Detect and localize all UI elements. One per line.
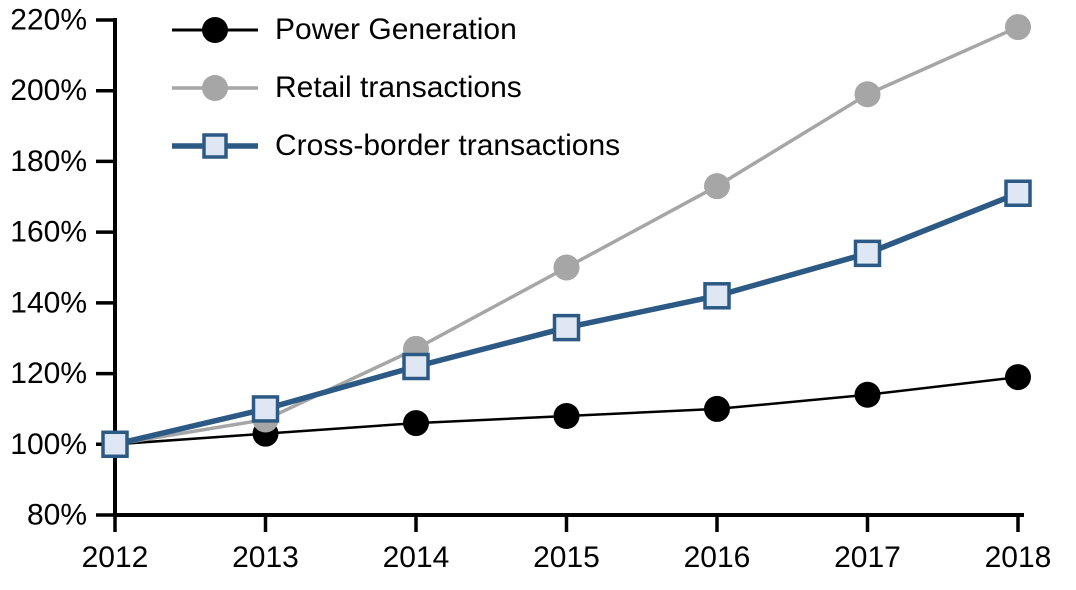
legend-label: Power Generation	[275, 13, 517, 46]
legend-label: Retail transactions	[275, 71, 522, 104]
retail-transactions-marker	[553, 254, 580, 281]
cross-border-transactions-legend-marker	[202, 133, 228, 159]
legend-item-power-generation: Power Generation	[162, 1, 620, 59]
cross-border-transactions-marker	[101, 430, 129, 459]
cross-border-transactions-marker	[853, 239, 882, 268]
power-generation-marker	[1005, 364, 1031, 391]
retail-transactions-marker	[1005, 14, 1031, 41]
power-generation-marker	[403, 410, 429, 437]
x-tick-label: 2014	[383, 541, 450, 574]
x-tick-label: 2017	[834, 541, 901, 574]
legend-item-cross-border-transactions: Cross-border transactions	[162, 117, 620, 175]
legend-marker-power-generation-icon	[172, 17, 258, 43]
y-tick-label: 140%	[10, 286, 87, 319]
chart-legend: Power Generation Retail transactions Cro…	[162, 1, 620, 175]
retail-transactions-marker	[704, 173, 730, 200]
power-generation-marker	[854, 381, 881, 408]
x-tick-label: 2015	[533, 541, 600, 574]
cross-border-transactions-marker	[251, 395, 280, 423]
legend-marker-retail-transactions-icon	[172, 75, 258, 101]
retail-transactions-marker	[854, 81, 881, 108]
cross-border-transactions-marker	[402, 352, 430, 381]
y-tick-label: 120%	[10, 357, 87, 390]
power-generation-legend-marker	[202, 17, 228, 43]
x-tick-label: 2018	[985, 541, 1052, 574]
y-tick-label: 160%	[10, 216, 87, 249]
power-generation-marker	[553, 403, 580, 429]
y-tick-label: 220%	[10, 4, 87, 37]
y-tick-label: 180%	[10, 145, 87, 178]
power-generation-marker	[704, 395, 730, 422]
x-tick-label: 2012	[82, 541, 149, 574]
cross-border-transactions-marker	[552, 313, 581, 342]
cross-border-transactions-marker	[1004, 179, 1032, 207]
y-tick-label: 80%	[27, 499, 87, 532]
x-tick-label: 2016	[684, 541, 751, 574]
y-tick-label: 200%	[10, 74, 87, 107]
legend-marker-cross-border-transactions-icon	[172, 133, 258, 159]
retail-transactions-legend-marker	[202, 75, 228, 101]
legend-item-retail-transactions: Retail transactions	[162, 59, 620, 117]
cross-border-transactions-marker	[703, 282, 731, 310]
x-tick-label: 2013	[232, 541, 299, 574]
legend-label: Cross-border transactions	[275, 129, 621, 162]
y-tick-label: 100%	[10, 428, 87, 461]
